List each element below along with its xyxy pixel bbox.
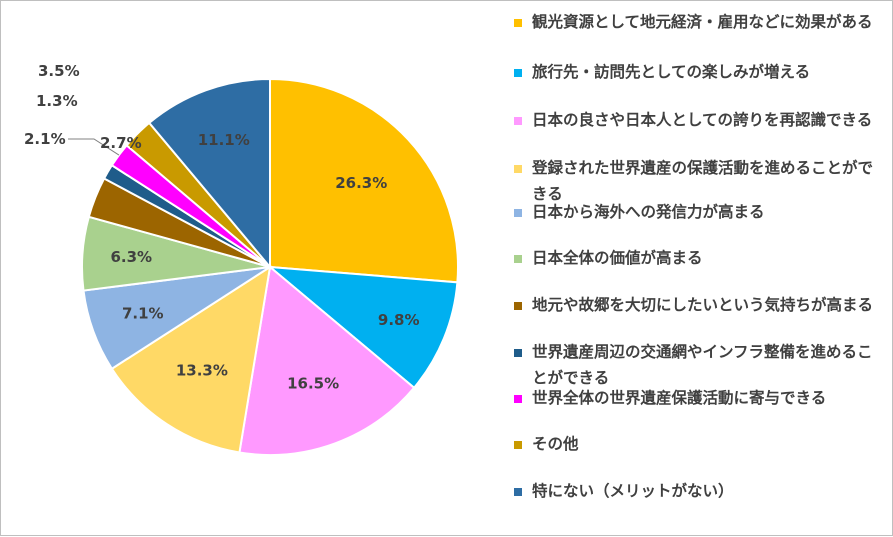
legend-label: 登録された世界遺産の保護活動を進めることができる — [532, 159, 874, 203]
pie-slice — [269, 77, 459, 284]
legend-label: 日本の良さや日本人としての誇りを再認識できる — [532, 111, 873, 129]
leader-line — [68, 138, 120, 156]
slice-data-label: 9.8% — [378, 311, 420, 329]
slice-data-label: 7.1% — [122, 304, 164, 322]
slice-data-label: 13.3% — [176, 362, 228, 380]
legend-label: 特にない（メリットがない） — [532, 482, 734, 500]
legend-swatch — [514, 19, 522, 27]
legend-swatch — [514, 441, 522, 449]
legend-label: その他 — [532, 435, 579, 453]
slice-data-label: 2.7% — [100, 134, 142, 152]
legend-swatch — [514, 349, 522, 357]
pie-slice — [147, 77, 271, 270]
slice-data-label: 3.5% — [38, 62, 80, 80]
legend-label: 観光資源として地元経済・雇用などに効果がある — [532, 13, 873, 31]
pie-slice — [238, 265, 416, 456]
legend-label: 日本から海外への発信力が高まる — [532, 203, 765, 221]
legend-label: 日本全体の価値が高まる — [532, 249, 703, 267]
slice-data-label: 26.3% — [335, 174, 387, 192]
legend-swatch — [514, 255, 522, 263]
slice-data-label: 16.5% — [287, 374, 339, 392]
slice-data-label: 6.3% — [110, 248, 152, 266]
legend-swatch — [514, 165, 522, 173]
legend-swatch — [514, 395, 522, 403]
legend-swatch — [514, 302, 522, 310]
pie-slice — [110, 264, 272, 454]
slice-data-label: 11.1% — [198, 131, 250, 149]
legend-label: 世界全体の世界遺産保護活動に寄与できる — [532, 389, 827, 407]
legend-swatch — [514, 117, 522, 125]
legend-label: 地元や故郷を大切にしたいという気持ちが高まる — [532, 296, 874, 314]
legend-label: 旅行先・訪問先としての楽しみが増える — [532, 63, 811, 81]
legend-swatch — [514, 209, 522, 217]
slice-data-label: 1.3% — [36, 92, 78, 110]
legend-label: 世界遺産周辺の交通網やインフラ整備を進めることができる — [532, 343, 873, 387]
legend-swatch — [514, 69, 522, 77]
legend-swatch — [514, 488, 522, 496]
pie-slice — [266, 265, 459, 390]
slice-data-label: 2.1% — [24, 130, 66, 148]
